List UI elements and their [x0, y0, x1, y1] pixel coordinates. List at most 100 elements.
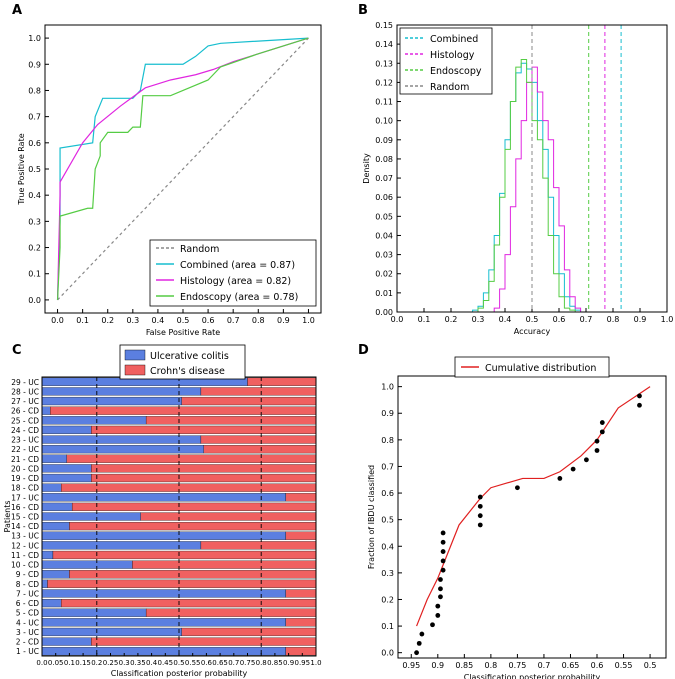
c-bar-uc — [41, 618, 287, 627]
c-bar-cd — [285, 589, 317, 598]
c-category-label: 3 - UC — [16, 628, 39, 637]
c-category-label: 25 - CD — [11, 416, 39, 425]
b-y-tick-label: 0.06 — [375, 193, 393, 202]
b-x-tick-label: 0.5 — [526, 315, 539, 324]
a-x-tick-label: 0.5 — [177, 316, 190, 325]
c-bar-cd — [61, 483, 317, 492]
a-y-tick-label: 0.7 — [28, 113, 41, 122]
d-point — [430, 622, 435, 628]
c-bar-cd — [69, 522, 317, 531]
c-bar-uc — [41, 425, 92, 435]
c-bar-cd — [61, 598, 317, 608]
c-category-label: 14 - CD — [11, 522, 39, 531]
b-y-tick-label: 0.12 — [375, 78, 393, 87]
d-x-tick-label: 0.8 — [485, 661, 498, 670]
c-x-tick-label: 0.65 — [212, 659, 228, 667]
c-bar-cd — [132, 560, 317, 569]
b-y-tick-label: 0.04 — [375, 231, 393, 240]
c-category-label: 4 - UC — [16, 618, 39, 627]
d-y-axis-label: Fraction of IBDU classified — [367, 465, 376, 569]
b-legend-label-2: Endoscopy — [430, 66, 482, 77]
c-bar-uc — [41, 493, 287, 502]
c-bar-uc — [41, 483, 62, 492]
d-point — [416, 640, 422, 646]
d-legend-box — [454, 356, 610, 378]
c-bar-cd — [203, 445, 317, 454]
d-x-tick-label: 0.55 — [615, 661, 633, 670]
c-category-label: 28 - UC — [11, 387, 39, 396]
c-bar-cd — [200, 435, 317, 444]
c-x-tick-label: 0.8 — [256, 659, 267, 667]
a-x-tick-label: 1.0 — [302, 316, 315, 325]
c-bar-cd — [66, 454, 317, 463]
c-x-tick-label: 0.15 — [75, 659, 91, 667]
c-bar-uc — [41, 550, 54, 560]
d-point — [477, 522, 483, 528]
panel-label-c: C — [12, 343, 22, 358]
c-bar-uc — [41, 579, 48, 588]
a-y-tick-label: 1.0 — [28, 34, 41, 43]
c-bar-cd — [285, 647, 317, 656]
d-point — [557, 476, 563, 481]
d-point — [440, 549, 446, 554]
d-point — [440, 558, 446, 564]
a-x-tick-label: 0.0 — [51, 316, 64, 325]
c-category-label: 6 - CD — [16, 599, 39, 608]
panel-d-scatter-chart: 0.95 0.9 0.85 0.8 0.75 0.7 0.65 0.6 0.55 0.5 0.0 0.… — [367, 356, 667, 679]
c-category-label: 9 - CD — [16, 570, 39, 579]
c-x-tick-label: 0.95 — [295, 659, 311, 667]
b-y-tick-label: 0.08 — [375, 155, 393, 164]
c-x-tick-label: 0.9 — [283, 659, 294, 667]
d-y-tick-label: 0.3 — [381, 569, 394, 578]
c-bar-cd — [247, 377, 317, 386]
c-bar-cd — [71, 502, 317, 511]
c-category-label: 1 - UC — [16, 647, 39, 656]
c-category-label: 16 - CD — [11, 503, 39, 512]
b-x-tick-label: 0.4 — [499, 315, 512, 324]
c-legend-swatch-1 — [124, 364, 146, 376]
b-y-tick-label: 0.07 — [375, 174, 393, 183]
c-bar-cd — [181, 627, 317, 637]
c-category-label: 13 - UC — [11, 532, 39, 541]
d-point — [414, 650, 419, 656]
d-x-tick-label: 0.75 — [508, 661, 526, 670]
c-bar-cd — [69, 570, 317, 579]
b-y-axis-label: Density — [362, 153, 371, 184]
d-point — [637, 393, 642, 399]
a-series-0-line — [57, 37, 309, 301]
b-series-1-histogram — [493, 66, 582, 312]
c-x-tick-label: 1.0 — [310, 659, 321, 667]
b-legend-label-1: Histology — [430, 50, 475, 61]
d-point — [435, 613, 441, 618]
d-y-tick-label: 0.4 — [381, 542, 394, 551]
c-category-label: 10 - CD — [11, 561, 39, 570]
c-bar-cd — [285, 618, 317, 627]
a-x-tick-label: 0.8 — [252, 316, 265, 325]
d-y-tick-label: 0.2 — [381, 595, 394, 604]
c-x-tick-label: 0.5 — [173, 659, 184, 667]
c-x-tick-label: 0.6 — [201, 659, 213, 667]
d-point — [583, 457, 589, 463]
c-category-label: 22 - UC — [11, 445, 39, 454]
d-point — [594, 448, 600, 453]
a-legend-label-2: Histology (area = 0.82) — [180, 276, 291, 287]
b-x-tick-label: 0.7 — [580, 315, 593, 324]
a-x-tick-label: 0.4 — [152, 316, 165, 325]
b-y-tick-label: 0.14 — [375, 40, 393, 49]
a-legend-label-0: Random — [180, 244, 219, 255]
d-x-axis-label: Classification posterior probability — [464, 673, 601, 679]
b-x-tick-label: 0.3 — [472, 315, 485, 324]
d-x-tick-label: 0.7 — [538, 661, 551, 670]
c-x-tick-label: 0.4 — [146, 659, 158, 667]
d-point — [515, 485, 520, 491]
d-point — [599, 429, 605, 435]
a-y-tick-label: 0.3 — [28, 217, 41, 226]
c-y-axis-label: Patients — [3, 500, 12, 532]
c-bar-cd — [50, 406, 317, 415]
c-bar-cd — [52, 550, 317, 560]
c-x-tick-label: 0.75 — [240, 659, 256, 667]
c-category-label: 29 - UC — [11, 378, 39, 387]
b-x-tick-label: 0.1 — [418, 315, 431, 324]
d-x-tick-label: 0.85 — [455, 661, 473, 670]
a-plot-frame — [44, 24, 322, 314]
